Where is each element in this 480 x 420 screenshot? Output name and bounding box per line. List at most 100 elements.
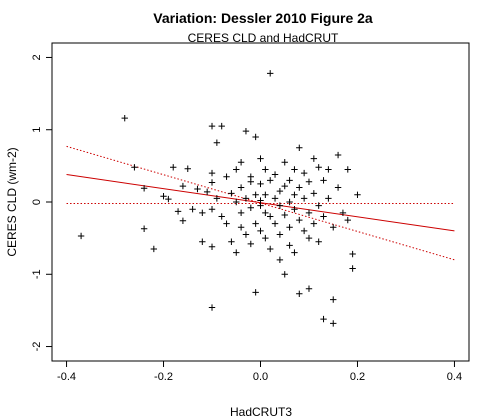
data-point — [291, 206, 298, 213]
data-point — [218, 122, 225, 130]
data-point — [286, 242, 293, 249]
data-point — [305, 209, 313, 217]
data-point — [257, 197, 264, 204]
data-point — [276, 202, 284, 209]
data-point — [296, 290, 303, 297]
data-point — [276, 231, 284, 238]
data-point — [305, 178, 313, 185]
data-point — [262, 209, 269, 217]
data-point — [349, 250, 356, 258]
data-point — [315, 164, 322, 171]
data-point — [300, 195, 308, 202]
data-point — [276, 256, 284, 264]
data-point — [300, 227, 308, 235]
data-point — [310, 155, 318, 162]
data-point — [334, 184, 342, 191]
data-point — [208, 179, 216, 186]
data-point — [354, 191, 361, 198]
data-point — [271, 220, 279, 227]
data-point — [286, 177, 293, 184]
data-points — [77, 70, 361, 327]
data-point — [170, 164, 177, 171]
data-point — [320, 315, 327, 323]
y-tick-label: -2 — [31, 342, 43, 352]
data-point — [247, 173, 255, 180]
y-tick-label: 1 — [31, 127, 43, 133]
y-axis: -2 -1 0 1 2 — [31, 54, 52, 351]
data-point — [77, 232, 85, 240]
data-point — [305, 234, 313, 242]
data-point — [291, 249, 298, 256]
chart-subtitle: CERES CLD and HadCRUT — [188, 31, 339, 45]
data-point — [315, 238, 322, 245]
data-point — [296, 184, 303, 191]
data-point — [233, 198, 240, 206]
data-point — [349, 265, 356, 272]
data-point — [344, 166, 351, 173]
data-point — [223, 220, 230, 227]
data-point — [330, 224, 337, 231]
data-point — [140, 185, 148, 192]
data-point — [165, 195, 172, 203]
data-point — [189, 206, 196, 213]
data-point — [339, 209, 347, 217]
data-point — [252, 191, 259, 198]
data-point — [237, 209, 245, 217]
data-point — [233, 249, 240, 256]
data-point — [262, 234, 269, 242]
data-point — [233, 166, 240, 173]
data-point — [266, 70, 274, 77]
data-point — [310, 220, 318, 227]
data-point — [194, 185, 201, 193]
data-point — [257, 155, 264, 162]
dotted-line-1 — [66, 145, 455, 261]
x-tick-label: 0.2 — [350, 371, 365, 383]
x-tick-label: 0.4 — [447, 371, 462, 383]
data-point — [257, 227, 264, 235]
data-point — [296, 144, 303, 151]
data-point — [218, 213, 225, 220]
data-point — [291, 166, 298, 173]
data-point — [208, 304, 216, 311]
data-point — [334, 151, 342, 159]
data-point — [160, 193, 167, 200]
data-point — [228, 238, 235, 245]
data-point — [174, 208, 182, 215]
data-point — [310, 190, 318, 197]
y-tick-label: -1 — [31, 269, 43, 279]
data-point — [281, 271, 288, 278]
data-point — [344, 216, 351, 224]
data-point — [140, 225, 148, 232]
data-point — [242, 231, 250, 238]
data-point — [296, 216, 303, 224]
data-point — [237, 224, 245, 231]
data-point — [257, 180, 264, 188]
data-point — [208, 206, 216, 213]
data-point — [305, 285, 313, 292]
data-point — [330, 296, 337, 303]
data-point — [247, 240, 255, 248]
data-point — [228, 190, 235, 197]
data-point — [223, 173, 230, 180]
data-point — [271, 171, 279, 178]
data-point — [208, 243, 216, 251]
data-point — [266, 213, 274, 220]
data-point — [325, 195, 332, 202]
data-point — [252, 133, 259, 141]
data-point — [286, 198, 293, 206]
data-point — [179, 182, 187, 190]
y-tick-label: 2 — [31, 54, 43, 60]
data-point — [252, 289, 259, 296]
x-tick-label: -0.4 — [57, 371, 76, 383]
y-tick-label: 0 — [31, 199, 43, 205]
chart-title: Variation: Dessler 2010 Figure 2a — [153, 10, 373, 26]
data-point — [150, 245, 158, 253]
data-point — [286, 224, 293, 231]
data-point — [266, 245, 274, 253]
data-point — [266, 177, 274, 184]
data-point — [271, 195, 279, 202]
data-point — [247, 204, 255, 211]
data-point — [262, 166, 269, 173]
data-point — [213, 195, 221, 202]
